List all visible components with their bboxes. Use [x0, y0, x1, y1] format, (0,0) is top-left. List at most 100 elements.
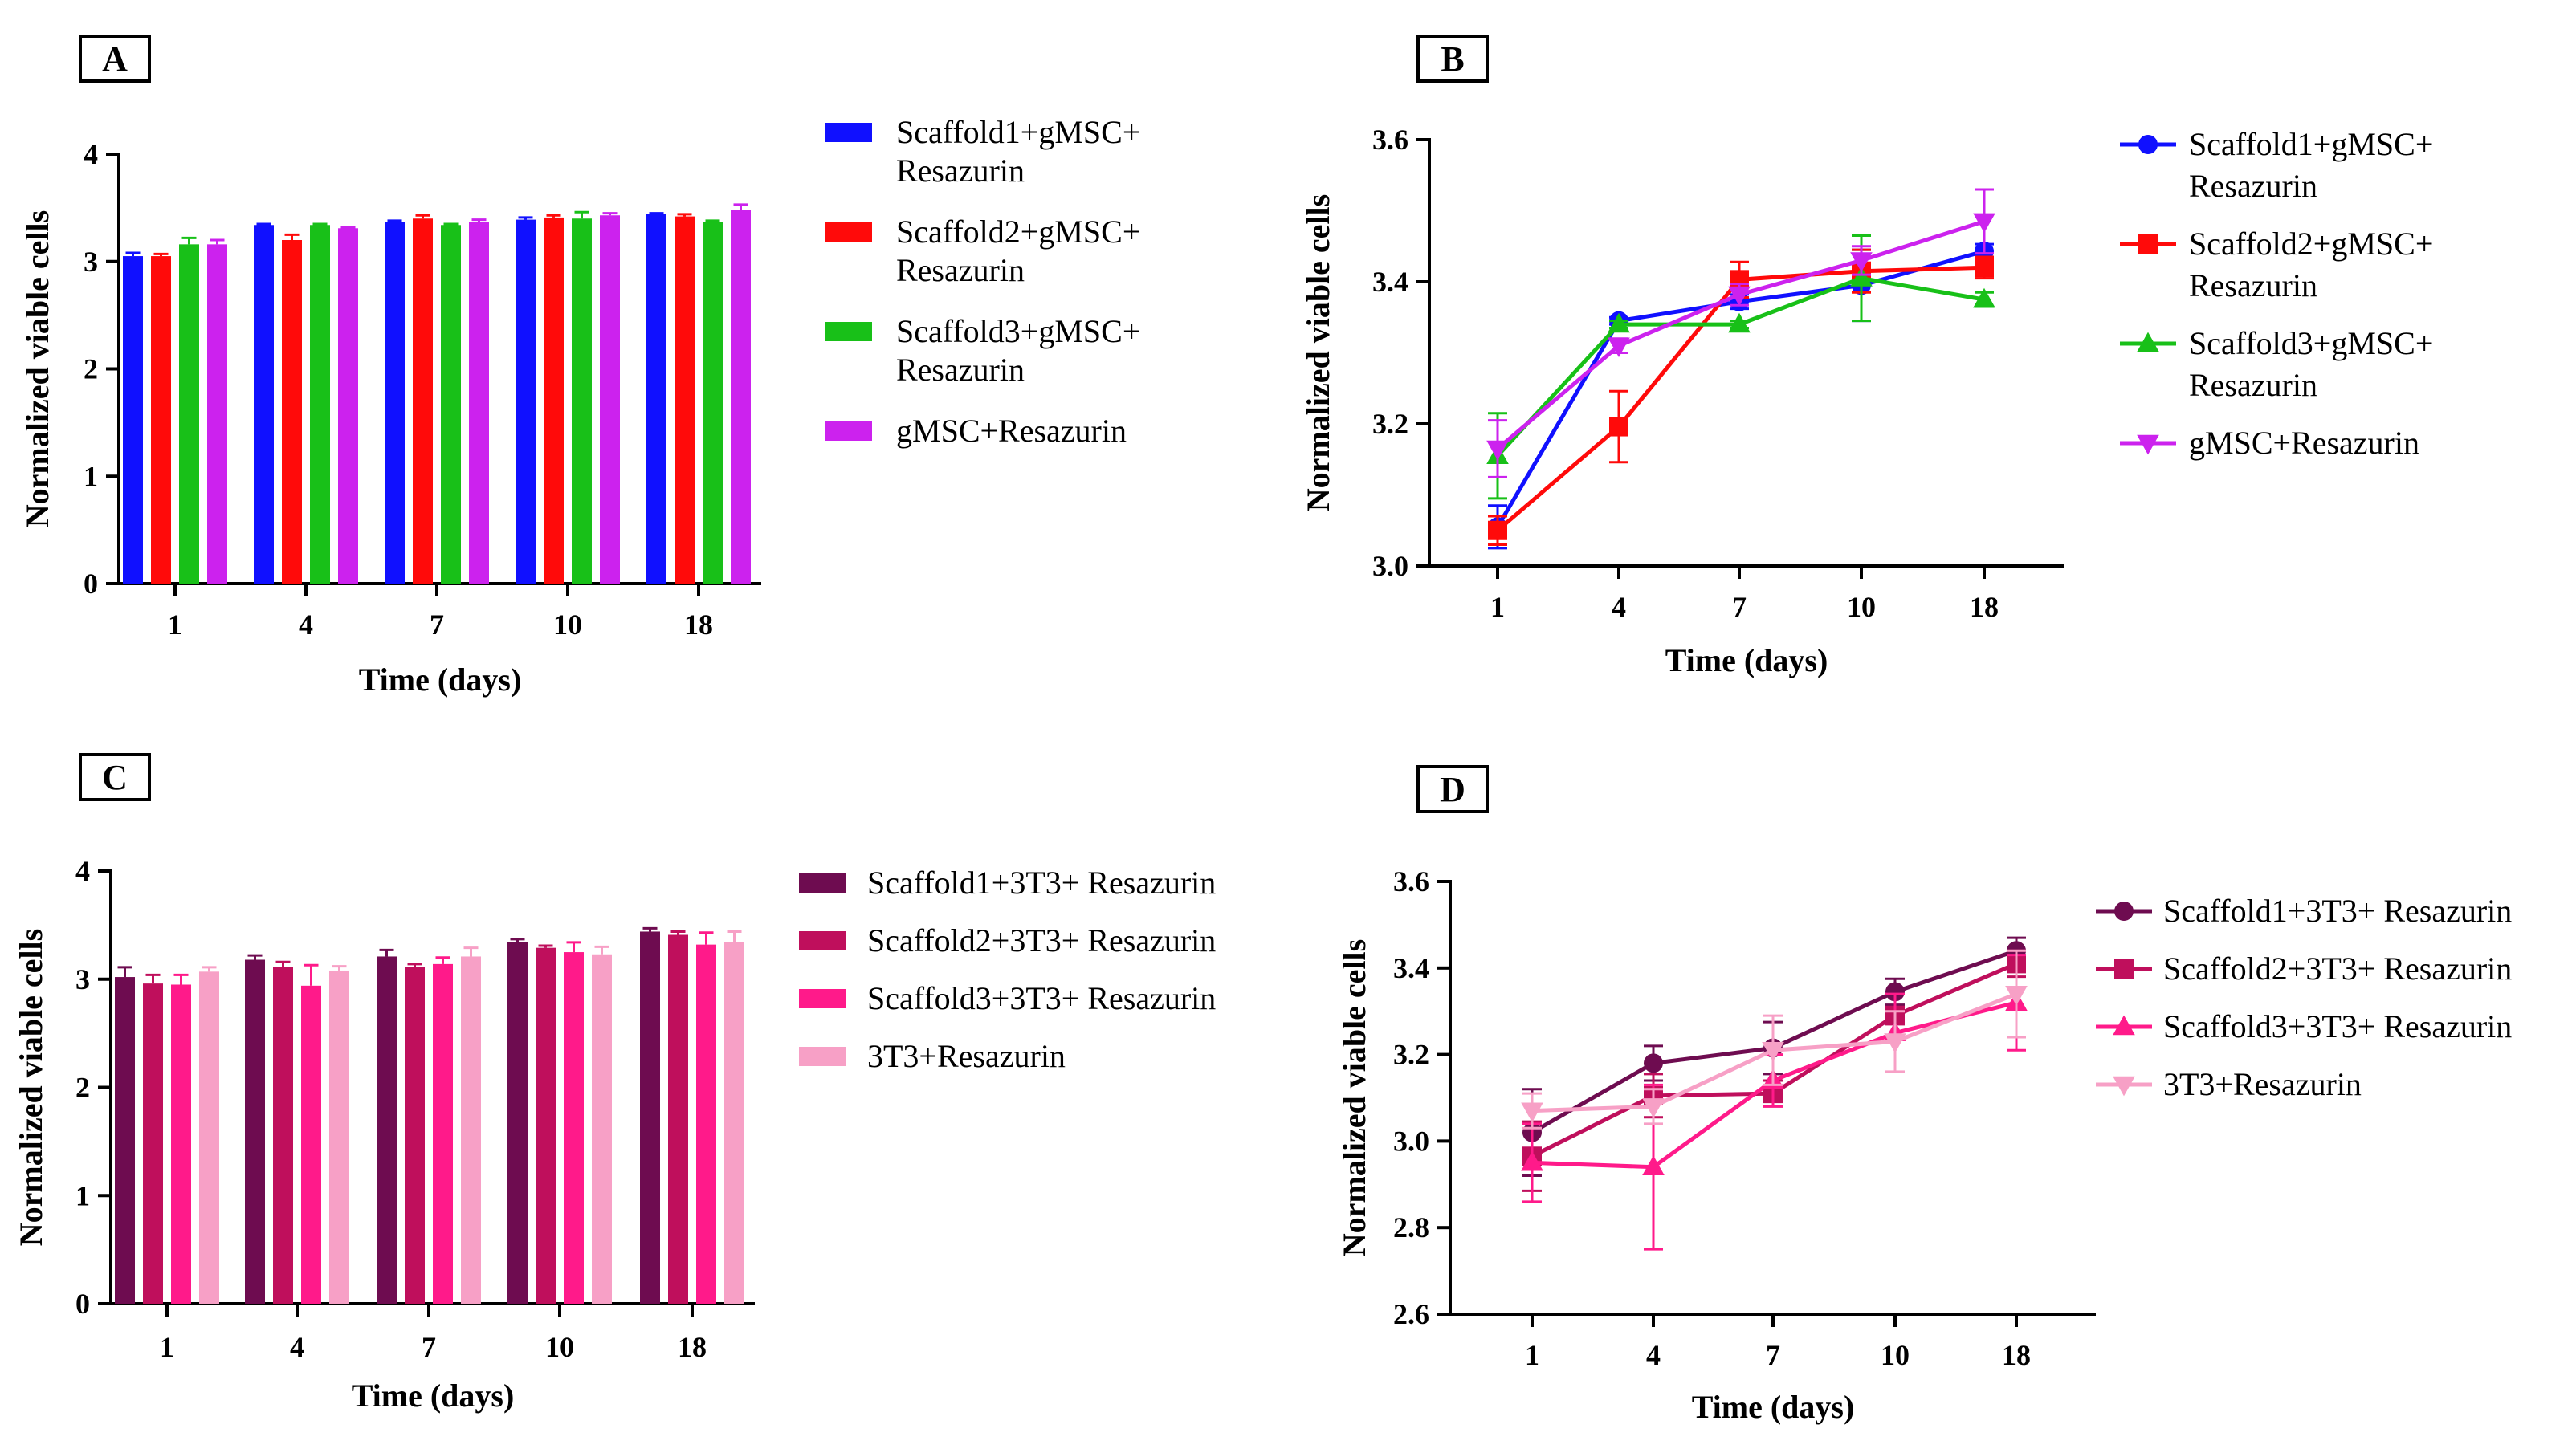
legend-marker: [2113, 1015, 2135, 1036]
legend-label: Scaffold3+3T3+ Resazurin: [867, 980, 1216, 1016]
x-tick-label: 7: [1732, 591, 1747, 623]
y-axis-title: Normalized viable cells: [19, 210, 55, 527]
series-2: [171, 931, 716, 1304]
legend-entry: Scaffold2+3T3+ Resazurin: [799, 922, 1216, 959]
bar: [115, 977, 135, 1304]
panel-label-box: [1416, 35, 1489, 83]
bar: [731, 210, 751, 584]
legend-label: Scaffold1+gMSC+: [2189, 126, 2433, 162]
legend-entry: gMSC+Resazurin: [2120, 425, 2419, 461]
legend: Scaffold1+3T3+ Resazurin Scaffold2+3T3+ R…: [799, 865, 1216, 1074]
x-tick-label: 18: [1970, 591, 1999, 623]
x-tick-label: 4: [1646, 1339, 1661, 1371]
legend-label: Scaffold2+gMSC+: [896, 214, 1140, 250]
legend-swatch: [825, 222, 872, 242]
legend-marker: [2138, 234, 2158, 254]
bar: [385, 222, 405, 584]
legend-label: Resazurin: [2189, 367, 2317, 403]
y-tick-label: 2: [84, 353, 98, 385]
series-2: [1521, 954, 2028, 1251]
legend-marker: [2114, 959, 2134, 979]
x-tick-label: 4: [1612, 591, 1626, 623]
y-tick-label: 4: [75, 855, 90, 887]
bar: [536, 947, 556, 1304]
y-tick-label: 3.6: [1393, 865, 1429, 898]
legend-label: Scaffold3+gMSC+: [896, 313, 1140, 349]
bar: [668, 934, 688, 1304]
x-tick-label: 18: [2002, 1339, 2031, 1371]
y-tick-label: 1: [75, 1179, 90, 1211]
legend-swatch: [799, 873, 846, 893]
bar: [254, 225, 274, 584]
legend: Scaffold1+gMSC+ Resazurin Scaffold2+gMSC+ R…: [2120, 126, 2433, 461]
legend-marker: [2138, 135, 2158, 154]
legend-entry: Scaffold2+3T3+ Resazurin: [2096, 950, 2512, 987]
data-point: [1884, 1033, 1906, 1053]
panel-d: D 2.6 2.8 3.0 3.2 3.4 3.6 1 4 7 10 18 Time (days) Nor…: [1336, 765, 2512, 1425]
bar: [377, 956, 397, 1304]
legend-swatch: [799, 931, 846, 950]
bar: [461, 956, 481, 1304]
x-tick-label: 10: [1847, 591, 1876, 623]
data-point: [1728, 312, 1751, 333]
x-tick-label: 7: [1766, 1339, 1780, 1371]
bar: [338, 228, 358, 584]
y-tick-label: 3.6: [1372, 124, 1408, 156]
x-axis-title: Time (days): [359, 661, 522, 698]
bar: [544, 217, 564, 584]
bar: [703, 222, 723, 584]
legend-swatch: [825, 421, 872, 441]
data-point: [1609, 417, 1628, 437]
legend-label: Scaffold1+3T3+ Resazurin: [867, 865, 1216, 901]
panel-b: B 3.0 3.2 3.4 3.6 1 4 7 10 18 Time (days) Normalize…: [1300, 35, 2433, 678]
panel-label-box: [79, 753, 151, 801]
panel-label: D: [1440, 770, 1465, 809]
series-3: [199, 930, 744, 1304]
legend-entry: Scaffold2+gMSC+ Resazurin: [2120, 226, 2433, 303]
legend: Scaffold1+3T3+ Resazurin Scaffold2+3T3+ R…: [2096, 893, 2512, 1102]
data-point: [1521, 1102, 1543, 1123]
legend-label: Scaffold3+3T3+ Resazurin: [2163, 1008, 2512, 1044]
legend-entry: Scaffold3+3T3+ Resazurin: [799, 980, 1216, 1016]
x-axis-title: Time (days): [1692, 1389, 1855, 1425]
bar: [143, 983, 163, 1304]
x-tick-label: 1: [160, 1331, 174, 1363]
y-tick-label: 3.0: [1393, 1125, 1429, 1157]
y-tick-label: 2: [75, 1072, 90, 1104]
legend-entry: 3T3+Resazurin: [2096, 1066, 2362, 1102]
bar: [724, 942, 744, 1304]
bar: [199, 971, 219, 1304]
legend-label: Resazurin: [2189, 168, 2317, 204]
legend-label: gMSC+Resazurin: [896, 413, 1127, 449]
bar: [516, 219, 536, 584]
data-point: [1728, 286, 1751, 307]
data-point: [1975, 258, 1994, 278]
legend-label: 3T3+Resazurin: [2163, 1066, 2362, 1102]
y-axis-title: Normalized viable cells: [1300, 194, 1336, 511]
panel-label-box: [1416, 765, 1489, 813]
series-1: [151, 213, 695, 584]
legend-swatch: [825, 322, 872, 341]
legend-marker: [2137, 434, 2159, 455]
bar: [179, 244, 199, 584]
legend-entry: Scaffold3+3T3+ Resazurin: [2096, 1008, 2512, 1044]
x-tick-label: 18: [678, 1331, 707, 1363]
series-3: [1486, 188, 1995, 478]
y-tick-label: 4: [84, 138, 98, 170]
x-tick-label: 4: [299, 609, 313, 641]
bar: [433, 963, 453, 1304]
x-tick-label: 10: [1881, 1339, 1910, 1371]
panel-c: C 0 1 2 3 4 1 4 7 10 18 Time (days) Normalized viabl…: [13, 753, 1216, 1414]
legend-label: Resazurin: [896, 252, 1025, 288]
bar: [696, 944, 716, 1304]
bar: [310, 225, 330, 584]
y-tick-label: 3: [84, 246, 98, 278]
bar: [405, 967, 425, 1304]
legend-entry: Scaffold1+gMSC+Resazurin: [825, 114, 1140, 189]
x-tick-label: 10: [553, 609, 582, 641]
legend-swatch: [825, 123, 872, 142]
series-3: [207, 203, 751, 584]
series-line: [1496, 219, 1985, 450]
bar: [413, 218, 433, 584]
series-0: [115, 926, 660, 1304]
